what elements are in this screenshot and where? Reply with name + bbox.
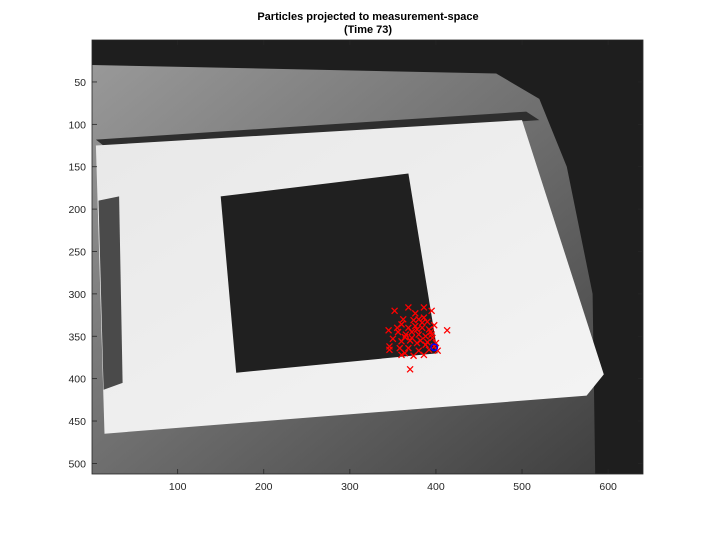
side-strip: [98, 196, 123, 390]
y-tick-label: 350: [68, 331, 86, 343]
dark-table-region: [92, 40, 643, 474]
particle-marker: [420, 303, 428, 311]
particle-marker: [410, 316, 418, 324]
particle-marker: [415, 331, 423, 339]
x-tick-label: 500: [513, 481, 531, 493]
y-tick-label: 450: [68, 416, 86, 428]
x-tick-label: 600: [599, 481, 617, 493]
particle-marker: [430, 321, 438, 329]
particle-markers: [385, 303, 451, 373]
particle-marker: [432, 339, 440, 347]
particle-marker: [406, 365, 414, 373]
axes-box: [91, 39, 644, 475]
x-tick-label: 300: [341, 481, 359, 493]
particle-marker: [423, 338, 431, 346]
dark-square: [220, 173, 438, 373]
particle-marker: [408, 334, 416, 342]
particle-marker: [404, 344, 412, 352]
particle-marker: [422, 332, 430, 340]
camera-image: [92, 40, 643, 474]
x-tick-label: 100: [169, 481, 187, 493]
y-tick-label: 500: [68, 458, 86, 470]
chart-title: Particles projected to measurement-space: [257, 11, 478, 23]
particle-marker: [408, 328, 416, 336]
particle-marker: [418, 324, 426, 332]
particle-marker: [404, 303, 412, 311]
particle-marker: [413, 326, 421, 333]
particle-marker: [389, 335, 397, 343]
plot-area: [92, 40, 643, 474]
particle-marker: [415, 315, 423, 323]
x-axis: 100 200 300 400 500 600: [169, 40, 617, 493]
particle-marker: [401, 349, 409, 357]
y-tick-label: 200: [68, 204, 86, 216]
particle-marker: [393, 324, 401, 332]
particle-marker: [420, 351, 428, 359]
x-tick-label: 400: [427, 481, 445, 493]
measurement-marker: [430, 343, 439, 352]
particle-marker: [410, 352, 418, 360]
y-axis: 50 100 150 200 250 300 350 400 450 500: [68, 77, 643, 470]
particle-marker: [420, 314, 428, 322]
particle-marker: [385, 326, 393, 334]
particle-marker: [428, 331, 436, 339]
particle-marker: [411, 322, 419, 330]
particle-marker: [416, 337, 424, 344]
chart-subtitle: (Time 73): [344, 24, 392, 36]
y-tick-label: 250: [68, 246, 86, 258]
particle-marker: [385, 346, 393, 354]
y-tick-label: 50: [74, 77, 86, 89]
y-tick-label: 100: [68, 119, 86, 131]
particle-marker: [415, 347, 423, 355]
particle-marker: [398, 351, 405, 359]
particle-marker: [443, 326, 451, 334]
y-tick-label: 150: [68, 162, 86, 174]
particle-marker: [428, 307, 436, 315]
particle-marker: [399, 315, 407, 323]
x-tick-label: 200: [255, 481, 273, 493]
particle-marker: [411, 309, 419, 317]
particle-marker: [396, 344, 404, 352]
y-tick-label: 300: [68, 289, 86, 301]
y-tick-label: 400: [68, 374, 86, 386]
particle-marker: [401, 333, 409, 341]
particle-marker: [391, 307, 399, 315]
